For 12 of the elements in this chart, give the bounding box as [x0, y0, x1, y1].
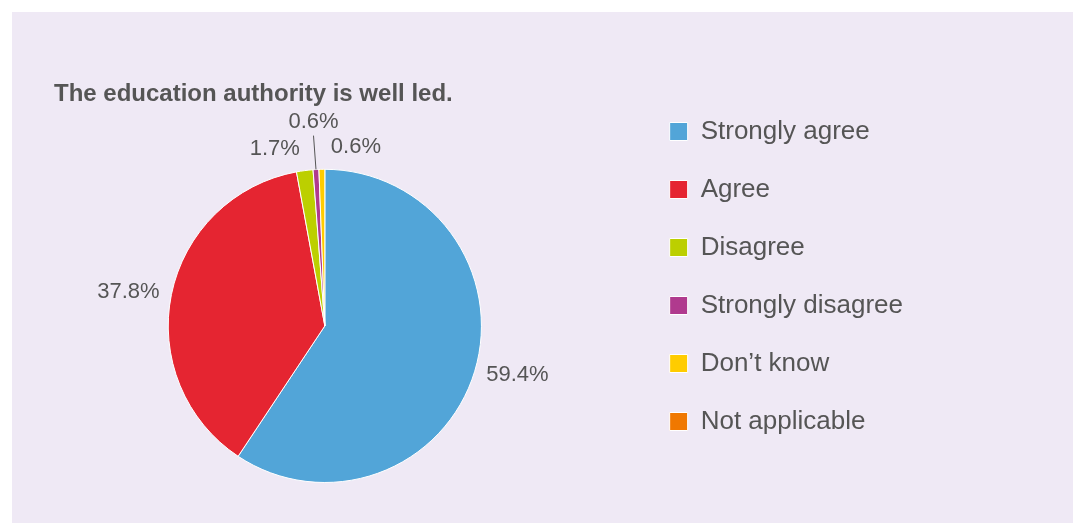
legend-label: Not applicable	[700, 404, 866, 435]
chart-title: The education authority is well led.	[54, 79, 453, 107]
data-label: 0.6%	[330, 133, 381, 159]
data-label: 37.8%	[97, 278, 160, 304]
legend-label: Strongly agree	[700, 114, 870, 145]
legend-label: Don’t know	[700, 346, 830, 377]
data-label: 59.4%	[486, 360, 549, 386]
legend-label: Disagree	[700, 230, 805, 261]
legend-label: Agree	[700, 172, 771, 203]
data-label: 0.6%	[288, 107, 339, 133]
data-label: 1.7%	[249, 134, 300, 160]
legend-label: Strongly disagree	[700, 288, 904, 319]
